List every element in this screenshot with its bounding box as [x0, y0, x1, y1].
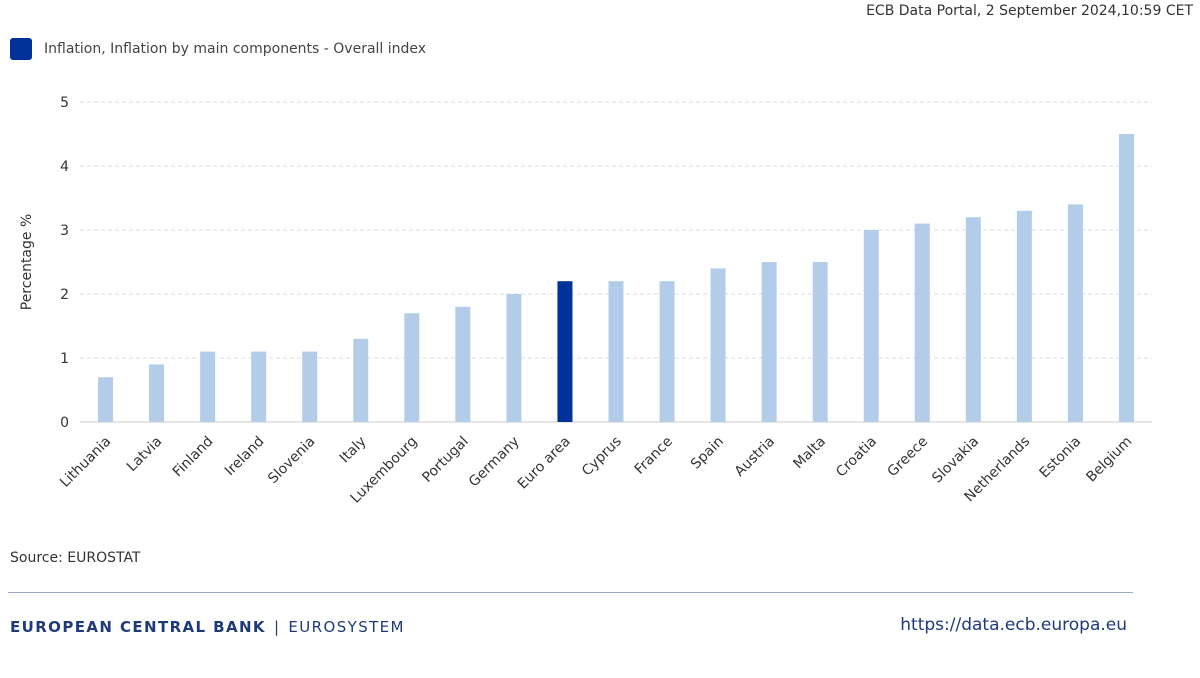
x-tick-label: Cyprus [579, 434, 625, 480]
bar-greece [914, 223, 930, 422]
bar-netherlands [1016, 210, 1032, 422]
x-tick-label: Latvia [124, 434, 165, 475]
source-note: Source: EUROSTAT [10, 550, 141, 566]
x-tick-label: Slovakia [929, 434, 982, 487]
bar-slovenia [302, 351, 318, 422]
x-tick-label: Estonia [1036, 434, 1084, 482]
x-tick-label: Euro area [515, 434, 574, 493]
bar-malta [812, 262, 828, 422]
legend-label: Inflation, Inflation by main components … [44, 41, 427, 57]
bar-finland [200, 351, 216, 422]
x-tick-label: France [632, 434, 676, 478]
x-tick-label: Portugal [419, 434, 471, 486]
bar-croatia [863, 230, 879, 422]
bar-portugal [455, 306, 471, 422]
bar-cyprus [608, 281, 624, 422]
bar-france [659, 281, 675, 422]
legend-swatch [10, 38, 32, 60]
bar-ireland [251, 351, 267, 422]
y-tick-label: 1 [60, 351, 69, 367]
bar-austria [761, 262, 777, 422]
x-tick-label: Lithuania [57, 434, 114, 491]
footer-divider [8, 592, 1133, 593]
brand-separator: | [273, 618, 281, 636]
brand-sub: EUROSYSTEM [288, 618, 405, 636]
bar-italy [353, 338, 369, 422]
x-tick-label: Greece [885, 434, 932, 481]
x-tick-label: Austria [732, 434, 778, 480]
x-tick-label: Italy [337, 434, 370, 467]
y-tick-label: 4 [60, 159, 69, 175]
bar-lithuania [98, 377, 114, 422]
bar-estonia [1067, 204, 1083, 422]
bar-germany [506, 294, 522, 422]
bar-belgium [1118, 134, 1134, 422]
x-tick-label: Croatia [833, 434, 880, 481]
x-tick-label: Belgium [1083, 434, 1135, 486]
bar-latvia [149, 364, 165, 422]
y-tick-label: 0 [60, 415, 69, 431]
x-tick-label: Malta [790, 434, 829, 473]
y-tick-label: 2 [60, 287, 69, 303]
y-tick-label: 3 [60, 223, 69, 239]
bar-luxembourg [404, 313, 420, 422]
x-tick-label: Finland [170, 434, 217, 481]
brand-main: EUROPEAN CENTRAL BANK [10, 618, 266, 636]
chart-legend[interactable]: Inflation, Inflation by main components … [10, 38, 426, 60]
x-tick-label: Ireland [222, 434, 268, 480]
footer-url-link[interactable]: https://data.ecb.europa.eu [900, 615, 1127, 635]
bar-slovakia [965, 217, 981, 422]
y-tick-label: 5 [60, 95, 69, 111]
timestamp: ECB Data Portal, 2 September 2024,10:59 … [866, 3, 1193, 19]
bar-chart: 0 1 2 3 4 5 Percentage % Lithuania Latvia Finland… [19, 95, 1152, 507]
ecb-logo: EUROPEAN CENTRAL BANK | EUROSYSTEM [10, 618, 405, 636]
y-axis-label: Percentage % [19, 214, 35, 311]
bar-spain [710, 268, 726, 422]
bar-euro-area [557, 281, 573, 422]
x-tick-label: Spain [688, 434, 727, 473]
x-tick-label: Slovenia [265, 434, 318, 487]
